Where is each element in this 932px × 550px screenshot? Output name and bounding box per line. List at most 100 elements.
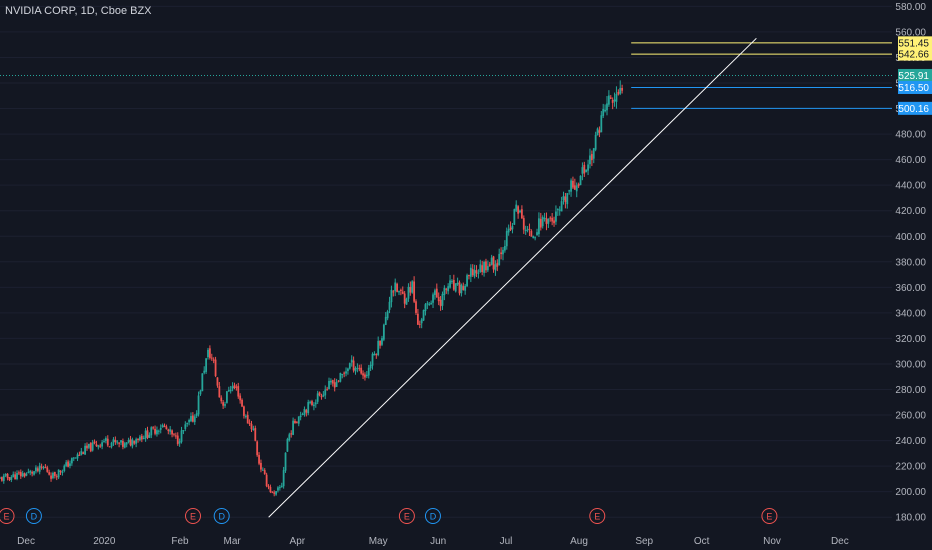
candle-body [343, 372, 346, 374]
candle-body [543, 217, 546, 220]
candle-body [267, 486, 270, 488]
candle-body [89, 442, 92, 452]
candle-body [583, 164, 586, 174]
price-tag[interactable] [898, 36, 932, 50]
candle-body [354, 368, 357, 372]
y-tick-label: 400.00 [895, 232, 926, 243]
price-tag-label: 500.16 [898, 104, 929, 115]
candle-body [305, 410, 308, 413]
chart-title: NVIDIA CORP, 1D, Cboe BZX [5, 5, 152, 17]
candle-body [161, 424, 164, 428]
candle-body [288, 434, 291, 441]
candle-body [135, 439, 138, 444]
horizontal-levels[interactable] [0, 42, 892, 109]
candle-body [539, 218, 542, 228]
candle-body [263, 470, 266, 475]
price-tag[interactable] [898, 68, 932, 82]
candle-body [434, 290, 436, 295]
candle-body [65, 462, 68, 466]
candle-body [575, 185, 578, 192]
candle-body [587, 164, 589, 171]
candle-body [156, 430, 158, 435]
candle-body [44, 467, 47, 469]
trendline-layer[interactable] [268, 37, 757, 518]
candle-body [381, 338, 383, 345]
candle-body [445, 288, 448, 290]
price-tag[interactable] [898, 47, 932, 61]
candle-body [235, 386, 238, 388]
price-tag[interactable] [898, 101, 932, 115]
candle-body [341, 374, 344, 376]
candle-body [498, 253, 501, 266]
price-tag[interactable] [898, 80, 932, 94]
candle-body [142, 437, 145, 440]
candle-body [180, 430, 183, 442]
price-tag-label: 516.50 [898, 83, 929, 94]
candle-body [369, 364, 372, 369]
y-tick-label: 480.00 [895, 130, 926, 141]
dividend-event-icon[interactable] [424, 508, 441, 524]
y-tick-label: 260.00 [895, 411, 926, 422]
candle-body [413, 281, 416, 302]
candle-body [496, 262, 499, 267]
candle-body [492, 256, 495, 270]
y-tick-label: 280.00 [895, 385, 926, 396]
candle-body [398, 291, 400, 293]
chart-grid [0, 5, 892, 518]
candle-body [157, 430, 160, 432]
candle-body [280, 485, 283, 488]
candle-body [258, 455, 260, 464]
earnings-event-icon[interactable] [398, 508, 415, 524]
candle-body [562, 196, 565, 201]
candle-body [581, 167, 584, 174]
candle-body [188, 419, 190, 423]
candle-body [227, 390, 230, 392]
candle-body [36, 468, 39, 471]
candle-body [511, 225, 514, 230]
candle-body [422, 310, 425, 321]
x-tick-label: May [369, 536, 388, 547]
candle-body [35, 467, 37, 472]
candle-body [0, 477, 1, 479]
candle-body [394, 282, 397, 292]
candle-body [173, 433, 175, 435]
candle-body [314, 402, 317, 405]
candle-body [59, 470, 62, 472]
candle-body [613, 99, 616, 102]
candle-body [409, 287, 412, 293]
candle-body [568, 190, 571, 192]
candle-body [252, 428, 255, 430]
candles-layer [0, 80, 624, 497]
y-tick-label: 340.00 [895, 308, 926, 319]
earnings-event-icon[interactable] [185, 508, 202, 524]
earnings-event-icon[interactable] [589, 508, 606, 524]
earnings-event-icon[interactable] [761, 508, 778, 524]
candle-body [299, 415, 302, 418]
candle-body [500, 252, 502, 255]
candle-body [585, 169, 588, 173]
candle-body [407, 286, 410, 299]
price-axis[interactable]: 180.00 200.00 220.00 240.00 260.00 280.00 300.… [895, 2, 932, 524]
candle-body [375, 354, 378, 356]
candle-body [468, 275, 470, 277]
candle-body [432, 294, 434, 303]
candle-body [106, 438, 109, 446]
candle-body [25, 473, 28, 476]
candle-body [284, 452, 287, 471]
candle-body [46, 467, 49, 472]
candle-body [451, 281, 453, 283]
candle-body [273, 492, 276, 494]
candle-body [392, 291, 395, 293]
candle-body [471, 269, 474, 276]
trendline[interactable] [268, 37, 757, 518]
dividend-event-icon[interactable] [213, 508, 230, 524]
candle-body [224, 404, 226, 406]
candle-body [260, 462, 262, 470]
candle-body [365, 374, 368, 377]
time-axis[interactable]: Dec 2020 Feb Mar Apr May Jun Jul Aug Sep Oct Nov Dec [17, 536, 849, 547]
dividend-event-icon[interactable] [25, 508, 42, 524]
earnings-event-icon[interactable] [0, 508, 15, 524]
candle-body [454, 283, 457, 292]
